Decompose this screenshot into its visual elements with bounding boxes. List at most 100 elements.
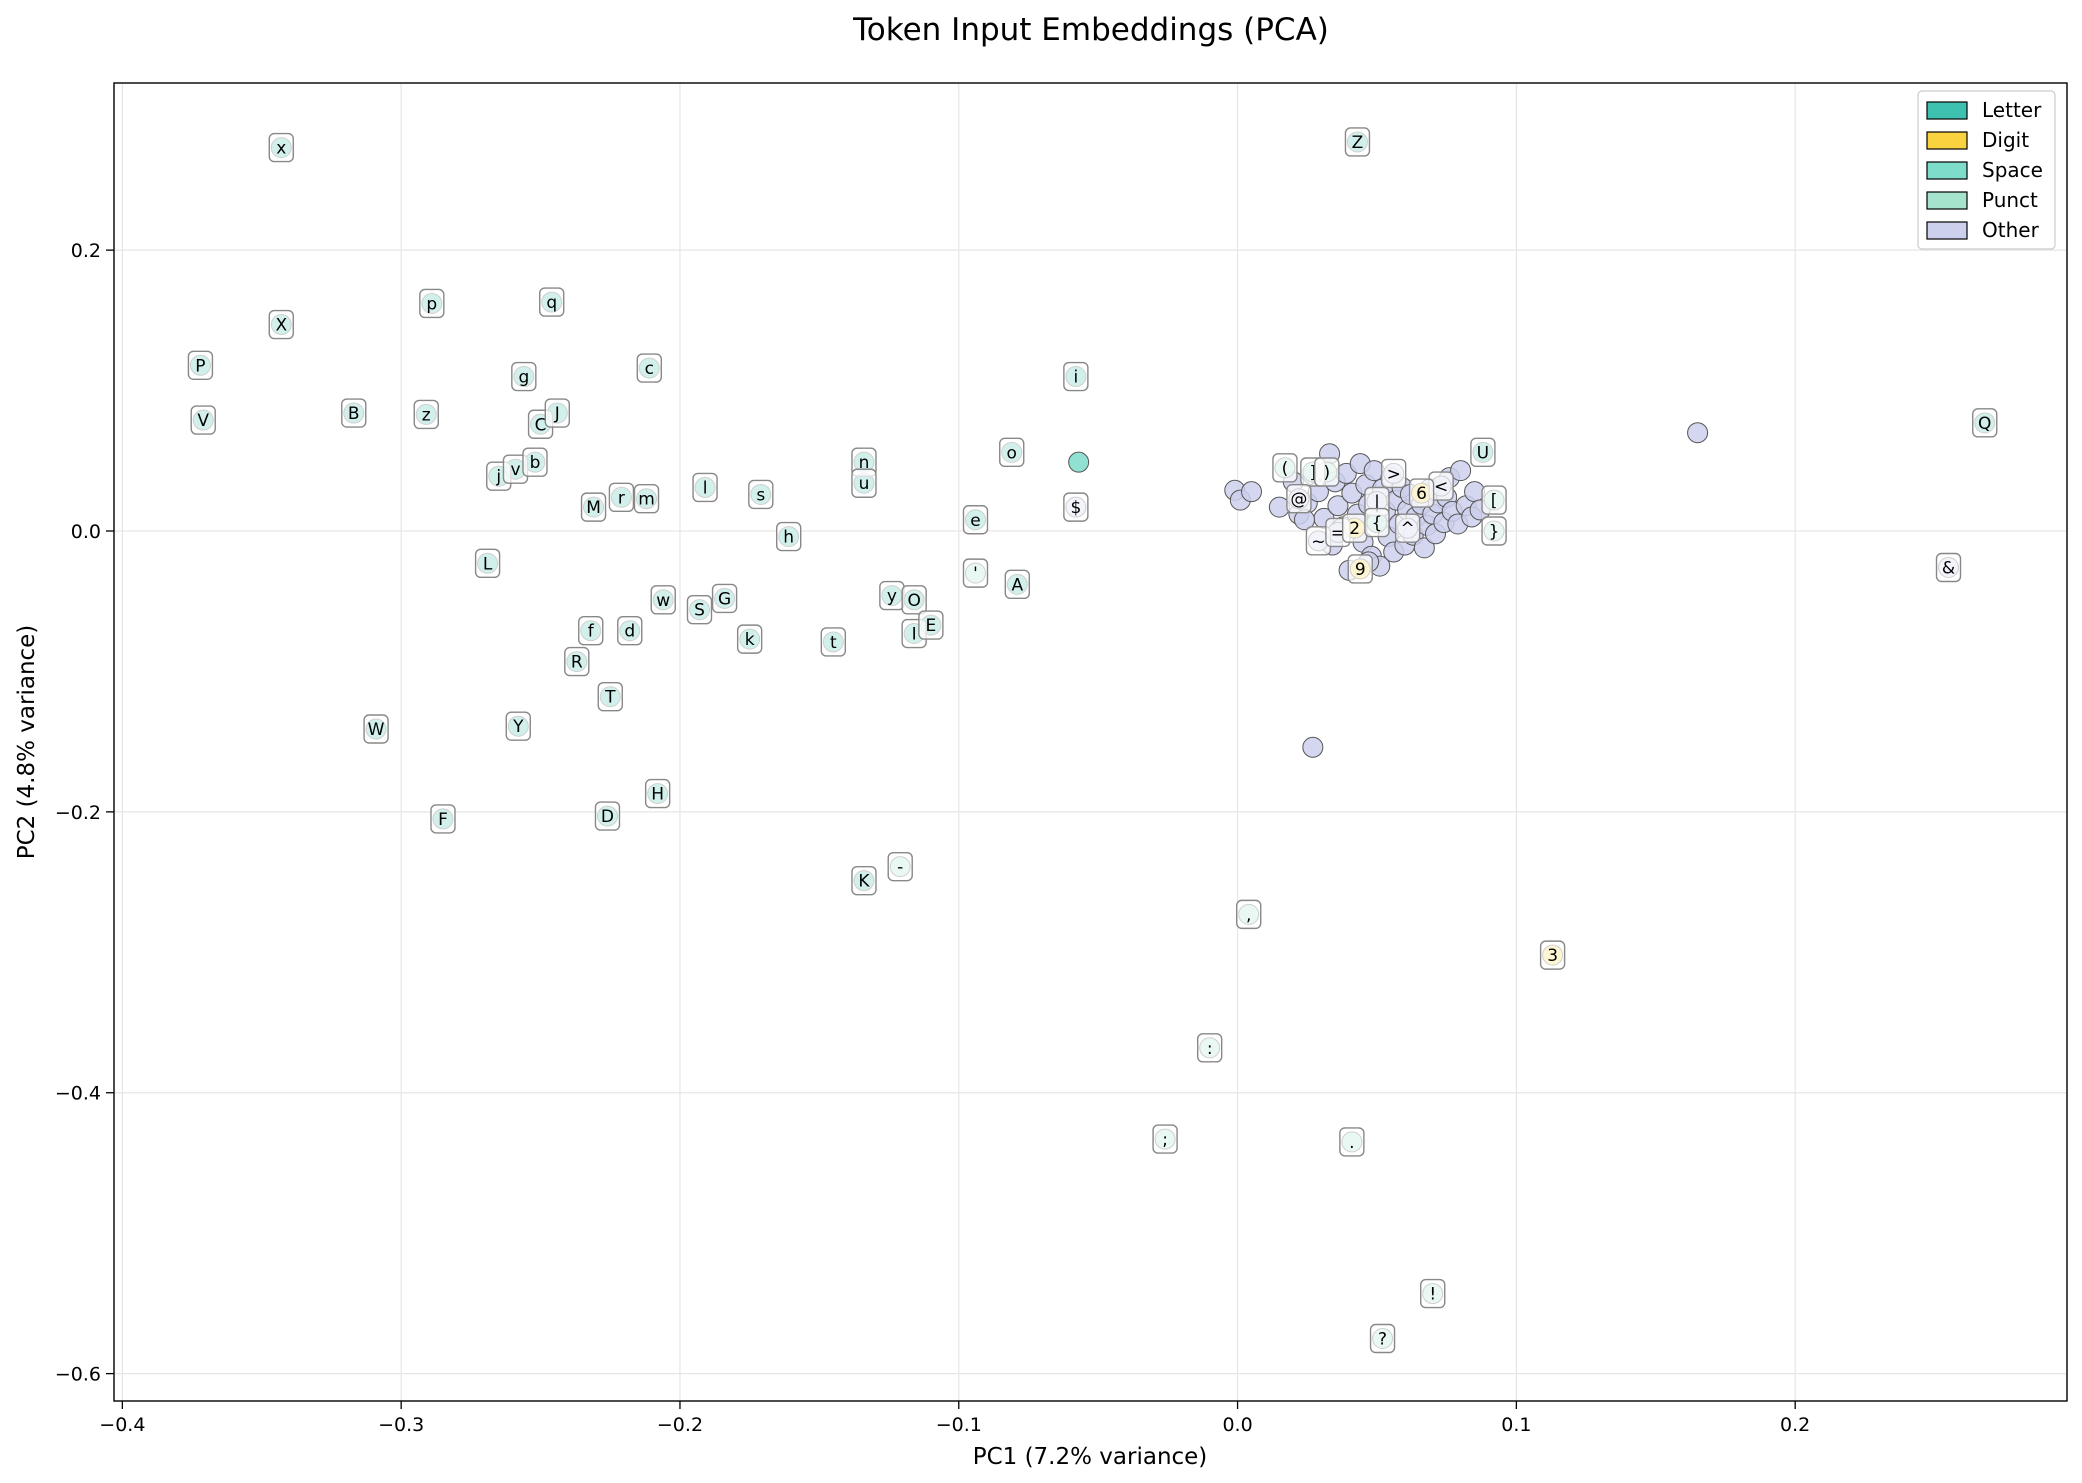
point-label: M bbox=[586, 498, 601, 518]
point-label-box: d bbox=[617, 616, 643, 646]
point-label-box: Y bbox=[505, 711, 531, 741]
y-tick-label: −0.6 bbox=[55, 1364, 101, 1386]
label-box-bg bbox=[851, 865, 877, 896]
label-box-bg bbox=[1972, 408, 1998, 438]
point-label: g bbox=[518, 368, 529, 388]
point-label-box: S bbox=[686, 594, 713, 625]
point-label-box: G bbox=[711, 583, 738, 614]
point-label: V bbox=[197, 411, 209, 431]
data-point bbox=[1068, 451, 1090, 473]
point-label: 9 bbox=[1355, 560, 1366, 580]
point-label-box: c bbox=[636, 353, 662, 383]
point-label: b bbox=[530, 453, 541, 473]
label-box-bg bbox=[580, 492, 607, 522]
data-point bbox=[1327, 495, 1349, 517]
point-label: - bbox=[897, 858, 903, 878]
label-box-bg bbox=[413, 399, 439, 430]
point-label-box: @ bbox=[1286, 483, 1312, 514]
label-box-bg bbox=[748, 479, 774, 510]
label-box-bg bbox=[1364, 507, 1390, 538]
y-tick-label: −0.4 bbox=[55, 1083, 101, 1105]
point-label-box: r bbox=[608, 482, 635, 512]
label-box-bg bbox=[505, 711, 531, 741]
data-point bbox=[1687, 422, 1709, 444]
label-box-bg bbox=[1272, 453, 1298, 483]
point-label: > bbox=[1387, 464, 1401, 484]
point-label-box: s bbox=[748, 479, 774, 510]
axis-ticks: −0.4 −0.3 −0.2 −0.1 0.0 0.1 0.2 −0.6 −0.4 −0.2 0.0… bbox=[55, 240, 1810, 1436]
point-label: e bbox=[970, 511, 980, 531]
point-label: m bbox=[638, 490, 655, 510]
label-box-bg bbox=[522, 447, 548, 477]
x-tick-label: 0.1 bbox=[1501, 1414, 1531, 1436]
point-label: @ bbox=[1290, 490, 1307, 510]
point-label: h bbox=[783, 528, 794, 548]
point-label-box: - bbox=[887, 851, 913, 882]
point-labels: x X P V Bp z q g CJj v b c M r m l s h nu Lf d w SGk t R T W Y F D H K -… bbox=[187, 127, 1998, 1354]
point-label: I bbox=[912, 625, 917, 645]
point-label: ^ bbox=[1401, 519, 1415, 539]
point-label: < bbox=[1434, 477, 1448, 497]
point-label: & bbox=[1942, 559, 1955, 579]
label-box-bg bbox=[999, 437, 1025, 468]
point-label: } bbox=[1489, 522, 1500, 542]
label-box-bg bbox=[594, 801, 621, 831]
x-axis-label: PC1 (7.2% variance) bbox=[973, 1444, 1208, 1470]
point-label-box: ) bbox=[1314, 457, 1340, 487]
label-box-bg bbox=[1286, 483, 1312, 514]
point-label: T bbox=[604, 688, 616, 708]
point-label: x bbox=[276, 139, 286, 159]
point-label: L bbox=[483, 554, 493, 574]
legend-label: Punct bbox=[1982, 188, 2038, 212]
point-label: J bbox=[554, 404, 560, 424]
chart-title: Token Input Embeddings (PCA) bbox=[852, 12, 1329, 48]
legend-label: Digit bbox=[1982, 128, 2029, 152]
point-label-box: B bbox=[341, 398, 367, 428]
point-label-box: E bbox=[918, 610, 944, 640]
point-label-box: ? bbox=[1369, 1323, 1396, 1354]
x-tick-label: −0.3 bbox=[378, 1414, 424, 1436]
point-label: 6 bbox=[1416, 484, 1427, 504]
point-label-box: X bbox=[268, 309, 294, 340]
point-label: 2 bbox=[1349, 519, 1360, 539]
point-label: E bbox=[926, 616, 937, 636]
label-box-bg bbox=[1344, 127, 1371, 157]
y-tick-label: 0.0 bbox=[71, 521, 101, 543]
point-label: o bbox=[1007, 443, 1017, 463]
point-label: r bbox=[618, 488, 625, 508]
point-label: ? bbox=[1378, 1330, 1387, 1350]
label-box-bg bbox=[887, 851, 913, 882]
point-label: = bbox=[1331, 523, 1345, 543]
x-tick-label: 0.2 bbox=[1780, 1414, 1810, 1436]
legend-swatch bbox=[1926, 221, 1968, 240]
point-label: u bbox=[859, 474, 870, 494]
label-box-bg bbox=[650, 585, 676, 615]
label-box-bg bbox=[918, 610, 944, 640]
label-box-bg bbox=[578, 616, 604, 646]
point-label-box: F bbox=[430, 804, 456, 834]
point-label-box: A bbox=[1004, 569, 1031, 600]
point-label-box: T bbox=[597, 682, 623, 712]
point-label: P bbox=[195, 356, 205, 376]
label-box-bg bbox=[617, 616, 643, 646]
point-label-box: ' bbox=[962, 558, 989, 588]
point-label-box: Q bbox=[1972, 408, 1998, 438]
point-label: w bbox=[656, 591, 670, 611]
label-box-bg bbox=[564, 646, 590, 677]
point-label-box: x bbox=[268, 132, 294, 163]
point-label: ] bbox=[1310, 463, 1317, 483]
legend-swatch bbox=[1926, 131, 1968, 150]
point-label: 3 bbox=[1547, 946, 1558, 966]
point-label: G bbox=[718, 589, 731, 609]
label-box-bg bbox=[363, 714, 389, 744]
y-tick-label: 0.2 bbox=[71, 240, 101, 262]
point-label: ' bbox=[973, 564, 978, 584]
point-label: U bbox=[1477, 443, 1489, 463]
point-label-box: u bbox=[851, 468, 877, 498]
label-box-bg bbox=[1347, 554, 1373, 584]
point-label-box: 2 bbox=[1341, 513, 1368, 543]
grid-lines bbox=[114, 83, 2067, 1401]
legend-swatch bbox=[1926, 161, 1968, 180]
label-box-bg bbox=[544, 398, 570, 428]
